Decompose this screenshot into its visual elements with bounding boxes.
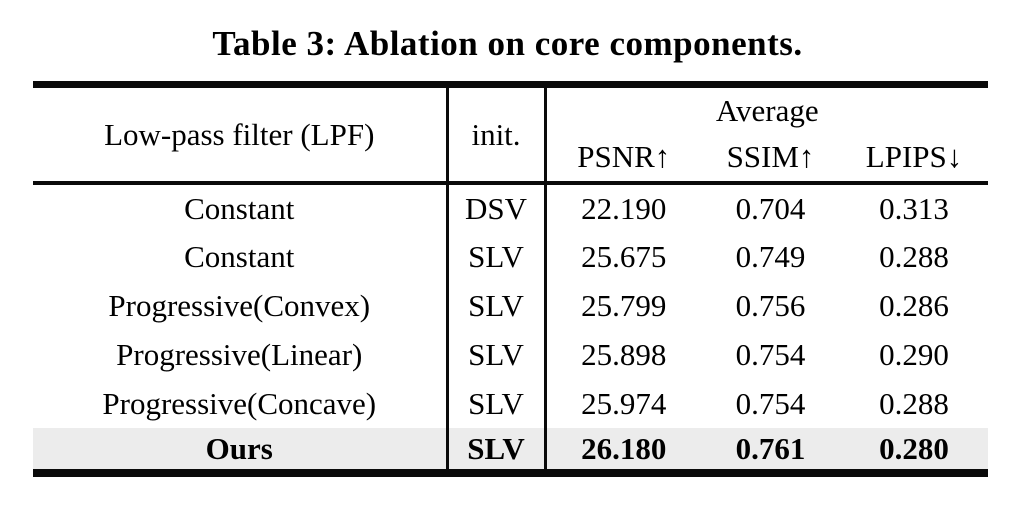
cell-init: SLV (447, 329, 547, 379)
header-lpf: Low-pass filter (LPF) (33, 84, 449, 183)
cell-lpips: 0.313 (879, 190, 949, 226)
cell-lpf: Constant (33, 182, 449, 232)
header-lpips: LPIPS↓ (865, 139, 963, 174)
cell-init: SLV (447, 427, 547, 473)
cell-ssim: 0.754 (735, 336, 806, 372)
cell-lpips: 0.288 (879, 385, 949, 421)
cell-init: SLV (447, 378, 547, 428)
cell-lpf: Ours (33, 427, 449, 473)
table-row: Constant DSV 22.190 0.704 0.313 (33, 182, 988, 232)
cell-ssim: 0.704 (735, 190, 806, 226)
cell-lpf: Progressive(Linear) (33, 329, 449, 379)
cell-lpips: 0.290 (879, 336, 949, 372)
cell-lpips: 0.288 (879, 238, 949, 274)
table-row: Constant SLV 25.675 0.749 0.288 (33, 231, 988, 281)
cell-init: DSV (447, 182, 547, 232)
header-row-metrics: PSNR↑ SSIM↑ LPIPS↓ (33, 133, 988, 183)
cell-lpf: Constant (33, 231, 449, 281)
table-row-ours-highlighted: Ours SLV 26.180 0.761 0.280 (33, 427, 989, 473)
table-body: Constant DSV 22.190 0.704 0.313 Constant… (33, 182, 989, 473)
table-row: Progressive(Convex) SLV 25.799 0.756 0.2… (33, 280, 988, 330)
cell-init: SLV (447, 231, 547, 281)
cell-lpf: Progressive(Concave) (33, 378, 449, 428)
cell-psnr: 22.190 (581, 190, 667, 226)
ablation-table: Low-pass filter (LPF) init. Average PSNR… (33, 81, 989, 477)
table-row: Progressive(Concave) SLV 25.974 0.754 0.… (33, 378, 988, 428)
header-average-group: Average (715, 92, 819, 128)
header-row-group: Low-pass filter (LPF) init. Average (33, 84, 988, 183)
cell-psnr: 25.974 (581, 385, 667, 421)
header-ssim: SSIM↑ (726, 139, 815, 174)
cell-ssim: 0.749 (735, 238, 806, 274)
cell-lpf: Progressive(Convex) (33, 280, 449, 330)
cell-psnr: 25.799 (581, 287, 667, 323)
table-caption: Table 3: Ablation on core components. (212, 24, 803, 63)
table-header: Low-pass filter (LPF) init. Average PSNR… (33, 84, 989, 183)
header-init: init. (447, 84, 547, 183)
cell-psnr: 26.180 (545, 427, 701, 473)
cell-lpips: 0.280 (840, 427, 989, 473)
cell-psnr: 25.898 (581, 336, 667, 372)
cell-lpips: 0.286 (879, 287, 949, 323)
cell-ssim: 0.761 (701, 427, 840, 473)
cell-ssim: 0.756 (735, 287, 806, 323)
cell-init: SLV (447, 280, 547, 330)
cell-psnr: 25.675 (581, 238, 667, 274)
cell-ssim: 0.754 (735, 385, 806, 421)
table-row: Progressive(Linear) SLV 25.898 0.754 0.2… (33, 329, 988, 379)
header-psnr: PSNR↑ (577, 139, 671, 174)
